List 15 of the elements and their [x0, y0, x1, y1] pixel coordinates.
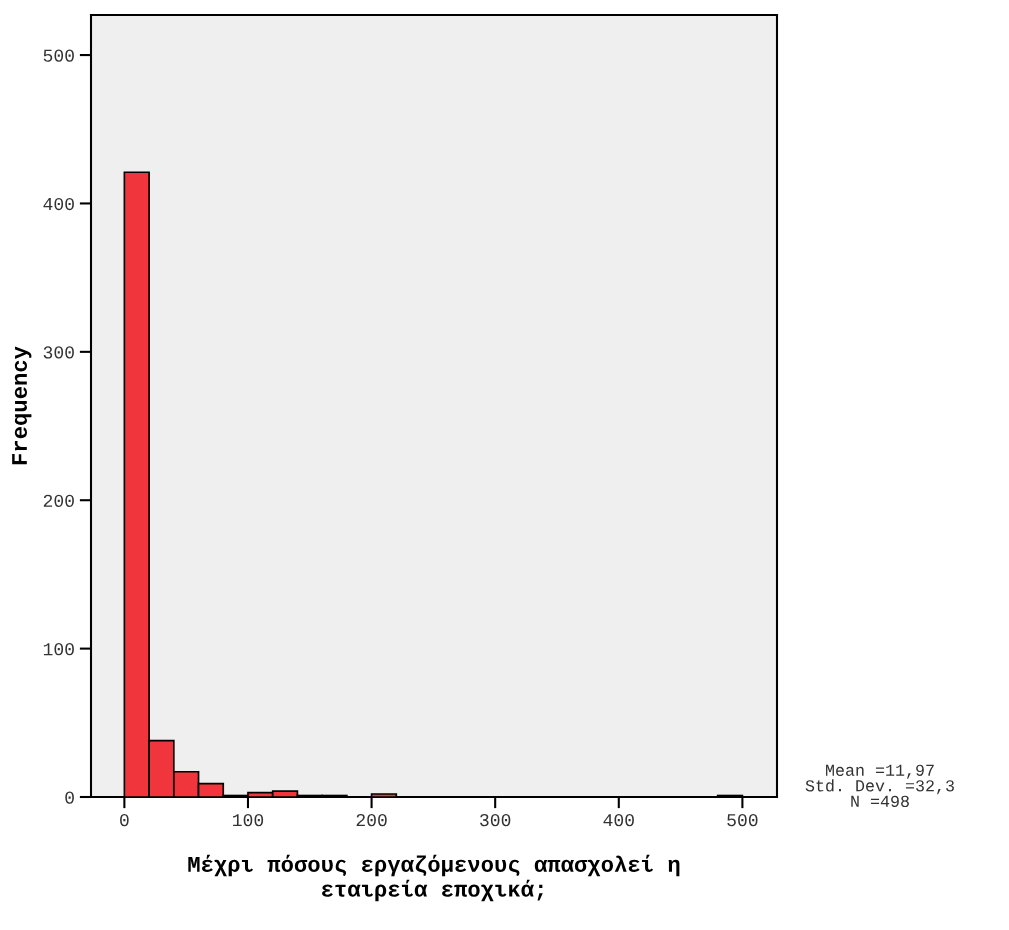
text: Mean =11,97 Std. Dev. =32,3 N =498 — [805, 764, 954, 808]
x-tick-label: 400 — [603, 813, 634, 827]
x-tick-label: 500 — [727, 813, 758, 827]
y-tick-label: 400 — [43, 197, 74, 211]
y-tick-label: 300 — [43, 346, 74, 359]
y-tick-label: 0 — [65, 791, 74, 804]
y-axis-title: Frequency — [12, 346, 32, 465]
y-tick-label: 200 — [43, 494, 74, 507]
x-tick-label: 300 — [480, 813, 511, 827]
y-tick-label: 500 — [43, 49, 74, 62]
x-axis-title: Μέχρι πόσους εργαζόμενους απασχολεί η εταιρεία εποχικά; — [188, 854, 680, 902]
y-tick-label: 100 — [43, 643, 74, 656]
x-tick-label: 200 — [356, 813, 387, 827]
x-tick-label: 100 — [233, 813, 264, 827]
x-tick-label: 0 — [120, 813, 129, 827]
